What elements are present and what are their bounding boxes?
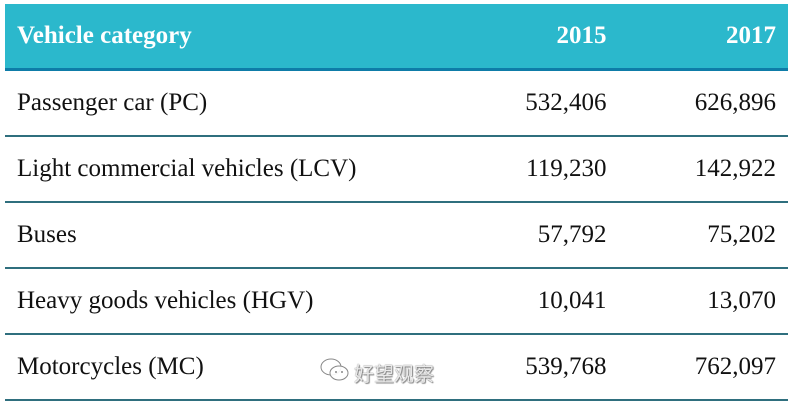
watermark: 好望观察: [320, 357, 434, 388]
value-2015: 57,792: [449, 202, 619, 269]
value-2015: 539,768: [449, 334, 619, 401]
category-cell: Buses: [5, 202, 449, 269]
value-2015: 532,406: [449, 69, 619, 137]
watermark-text: 好望观察: [354, 362, 434, 386]
header-2017: 2017: [618, 4, 788, 71]
category-cell: Passenger car (PC): [5, 69, 449, 137]
table-row: Motorcycles (MC) 539,768 762,097: [5, 334, 788, 401]
table-row: Buses 57,792 75,202: [5, 202, 788, 269]
vehicle-table: Vehicle category 2015 2017 Passenger car…: [5, 4, 788, 401]
value-2017: 13,070: [618, 268, 788, 335]
header-row: Vehicle category 2015 2017: [5, 4, 788, 71]
value-2017: 762,097: [618, 334, 788, 401]
table-row: Heavy goods vehicles (HGV) 10,041 13,070: [5, 268, 788, 335]
category-cell: Heavy goods vehicles (HGV): [5, 268, 449, 335]
table-row: Light commercial vehicles (LCV) 119,230 …: [5, 136, 788, 203]
value-2017: 626,896: [618, 69, 788, 137]
header-category: Vehicle category: [5, 4, 449, 71]
value-2015: 10,041: [449, 268, 619, 335]
table-row: Passenger car (PC) 532,406 626,896: [5, 69, 788, 137]
value-2015: 119,230: [449, 136, 619, 203]
category-cell: Motorcycles (MC): [5, 334, 449, 401]
category-cell: Light commercial vehicles (LCV): [5, 136, 449, 203]
wechat-icon: [320, 357, 350, 388]
value-2017: 75,202: [618, 202, 788, 269]
value-2017: 142,922: [618, 136, 788, 203]
header-2015: 2015: [449, 4, 619, 71]
